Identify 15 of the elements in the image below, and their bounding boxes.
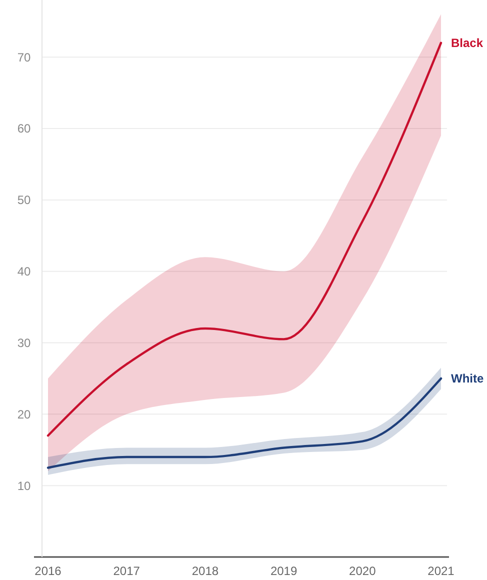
series-label: Black bbox=[451, 36, 484, 50]
series-label: White bbox=[451, 372, 484, 386]
x-tick-label: 2019 bbox=[270, 564, 298, 578]
y-tick-label: 20 bbox=[17, 407, 31, 422]
y-tick-label: 50 bbox=[17, 193, 31, 208]
x-tick-label: 2018 bbox=[192, 564, 219, 578]
x-tick-label: 2020 bbox=[349, 564, 376, 578]
y-tick-label: 30 bbox=[17, 336, 31, 350]
y-tick-label: 40 bbox=[17, 264, 31, 279]
y-tick-label: 10 bbox=[17, 478, 31, 493]
y-tick-label: 70 bbox=[17, 50, 31, 64]
y-tick-label: 60 bbox=[17, 122, 31, 136]
x-tick-label: 2016 bbox=[34, 564, 62, 578]
x-tick-label: 2017 bbox=[113, 564, 140, 578]
x-tick-label: 2021 bbox=[428, 564, 455, 578]
